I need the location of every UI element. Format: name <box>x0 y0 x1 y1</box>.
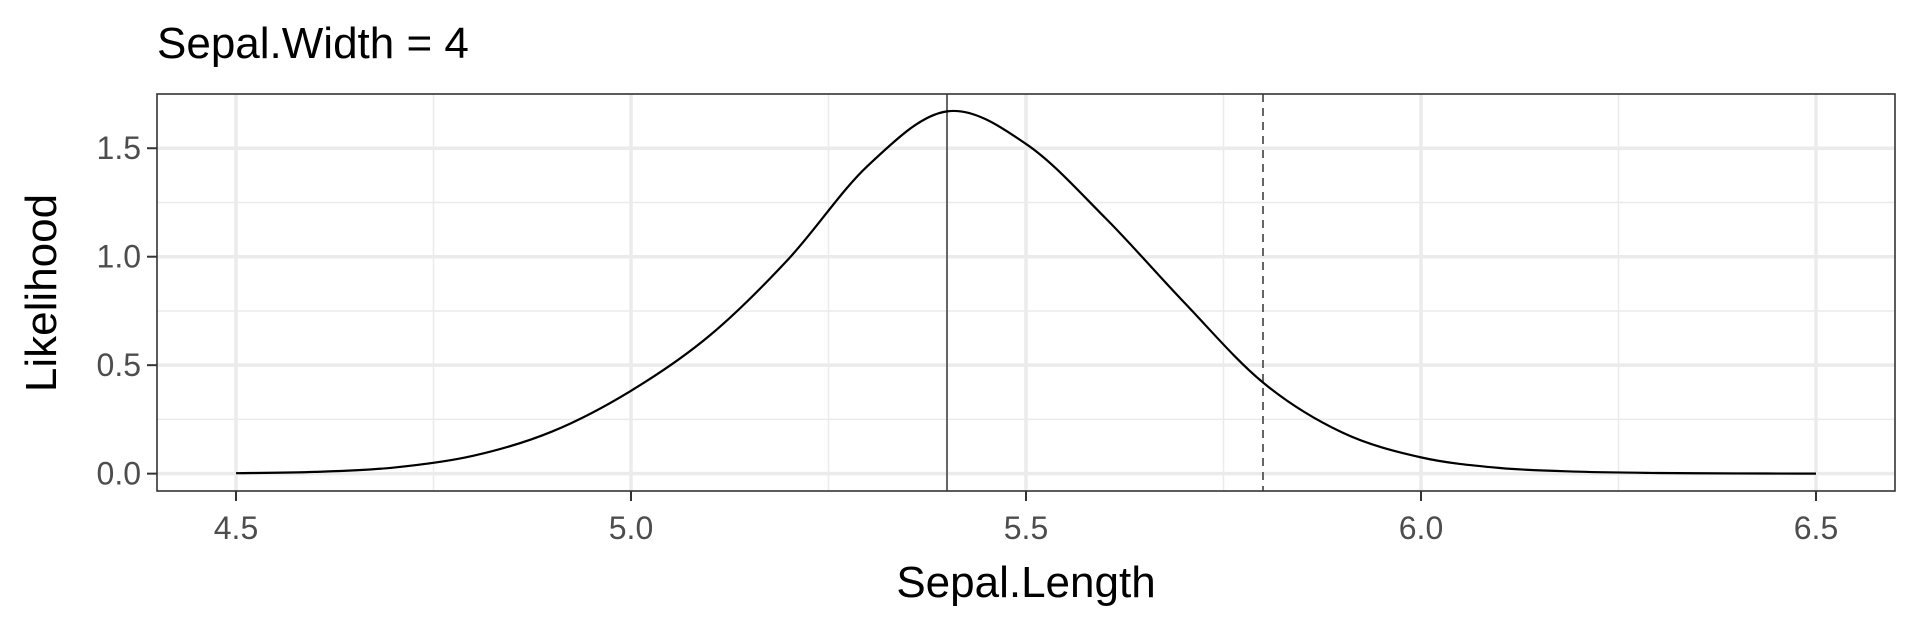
reference-lines <box>946 94 1264 491</box>
x-axis-title: Sepal.Length <box>896 558 1155 607</box>
x-tick-label: 4.5 <box>214 510 258 546</box>
x-axis: 4.5 5.0 5.5 6.0 6.5 <box>214 491 1838 546</box>
x-tick-label: 5.5 <box>1004 510 1048 546</box>
x-tick-label: 6.5 <box>1794 510 1838 546</box>
y-axis: 0.0 0.5 1.0 1.5 <box>97 130 157 492</box>
y-tick-label: 0.0 <box>97 456 141 492</box>
y-tick-label: 0.5 <box>97 347 141 383</box>
major-grid <box>157 94 1895 491</box>
y-tick-label: 1.5 <box>97 130 141 166</box>
chart-title: Sepal.Width = 4 <box>157 19 469 68</box>
likelihood-curve <box>235 109 1817 475</box>
x-tick-label: 5.0 <box>609 510 653 546</box>
series-layer <box>235 109 1817 475</box>
y-tick-label: 1.0 <box>97 239 141 275</box>
y-axis-title: Likelihood <box>17 194 66 392</box>
x-tick-label: 6.0 <box>1399 510 1443 546</box>
